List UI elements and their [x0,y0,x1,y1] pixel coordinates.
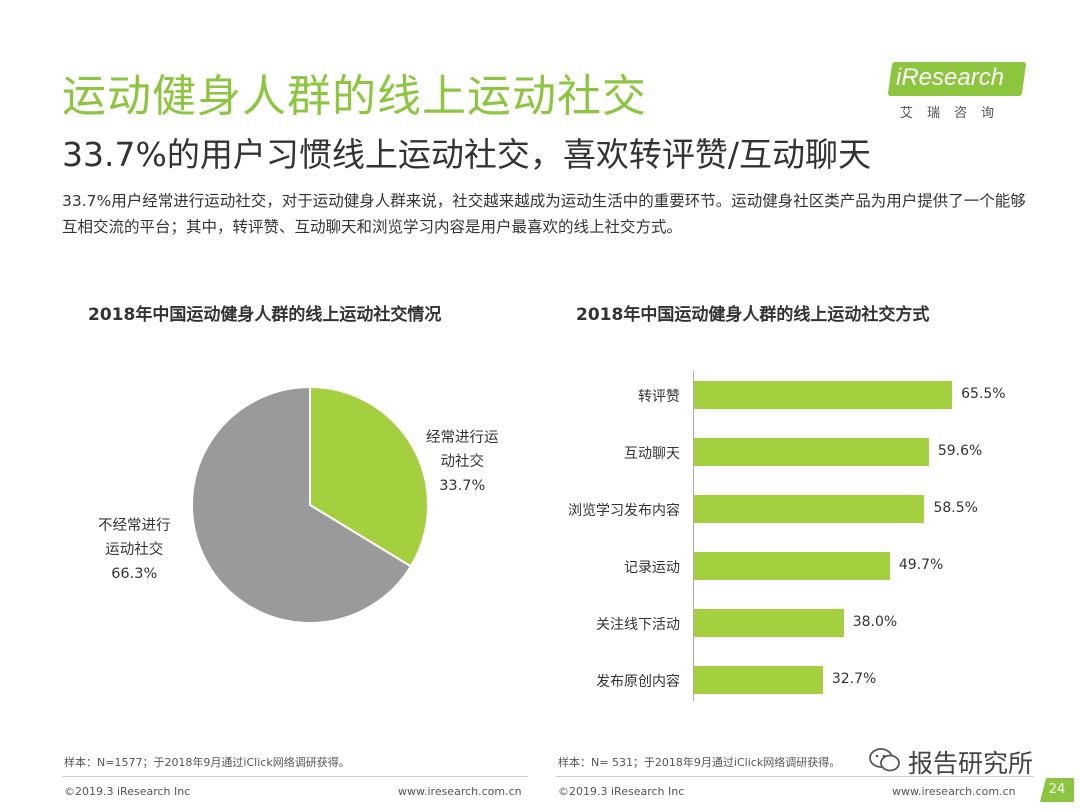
footer-divider-right [556,776,1034,777]
footer-url-right: www.iresearch.com.cn [892,785,1016,798]
bar-value-label: 38.0% [852,614,898,630]
page-number: 24 [1040,778,1074,802]
summary-text: 33.7%用户经常进行运动社交，对于运动健身人群来说，社交越来越成为运动生活中的… [62,192,1026,236]
bar-original-content [694,666,823,694]
bar-value-label: 59.6% [937,443,983,459]
wechat-icon [869,748,900,772]
bar-value-label: 32.7% [831,671,877,687]
pie-label-infrequent: 不经常进行 运动社交 66.3% [98,514,171,586]
bar-category-label: 互动聊天 [624,446,680,462]
pie-label-frequent-line2: 动社交 [440,454,485,470]
footer-url-left: www.iresearch.com.cn [398,785,522,798]
bar-chart-title: 2018年中国运动健身人群的线上运动社交方式 [576,305,930,325]
page-title: 运动健身人群的线上运动社交 [62,71,647,122]
bar-browse-content [694,495,925,523]
bar-category-label: 关注线下活动 [596,617,680,633]
bar-value-label: 49.7% [898,557,944,573]
footer-copyright-right: ©2019.3 iResearch Inc [558,785,685,798]
page-subtitle: 33.7%的用户习惯线上运动社交，喜欢转评赞/互动聊天 [62,135,871,174]
bar-chat [694,438,929,466]
bar-record-exercise [694,552,890,580]
logo-text: iResearch [896,64,1005,91]
pie-label-frequent: 经常进行运 动社交 33.7% [426,426,499,498]
pie-chart-title: 2018年中国运动健身人群的线上运动社交情况 [88,305,442,325]
pie-slice-infrequent [191,385,413,624]
bar-offline-events [694,609,844,637]
bar-repost-like [694,381,953,409]
logo-cn-text: 艾瑞咨询 [900,106,1009,121]
pie-slice-frequent [309,385,429,568]
pie-label-frequent-line1: 经常进行运 [426,430,499,446]
pie-label-infrequent-line1: 不经常进行 [98,518,171,534]
footer-copyright-left: ©2019.3 iResearch Inc [64,785,191,798]
iresearch-logo: iResearch 艾瑞咨询 [887,56,1030,126]
bar-value-label: 58.5% [933,500,978,516]
bar-category-label: 记录运动 [624,560,680,576]
watermark-text: 报告研究所 [908,749,1034,778]
pie-label-infrequent-line2: 运动社交 [105,542,164,558]
bar-sample-note: 样本：N= 531；于2018年9月通过iClick网络调研获得。 [558,756,841,769]
bar-category-label: 发布原创内容 [596,674,680,690]
bar-axis [693,371,694,701]
bar-category-label: 浏览学习发布内容 [568,503,680,519]
pie-value-infrequent: 66.3% [111,566,158,582]
pie-value-frequent: 33.7% [439,478,486,494]
pie-chart [191,385,429,624]
pie-sample-note: 样本：N=1577；于2018年9月通过iClick网络调研获得。 [64,756,350,769]
footer-divider-left [62,776,528,777]
bar-value-label: 65.5% [961,386,1006,402]
bar-category-label: 转评赞 [638,389,680,405]
